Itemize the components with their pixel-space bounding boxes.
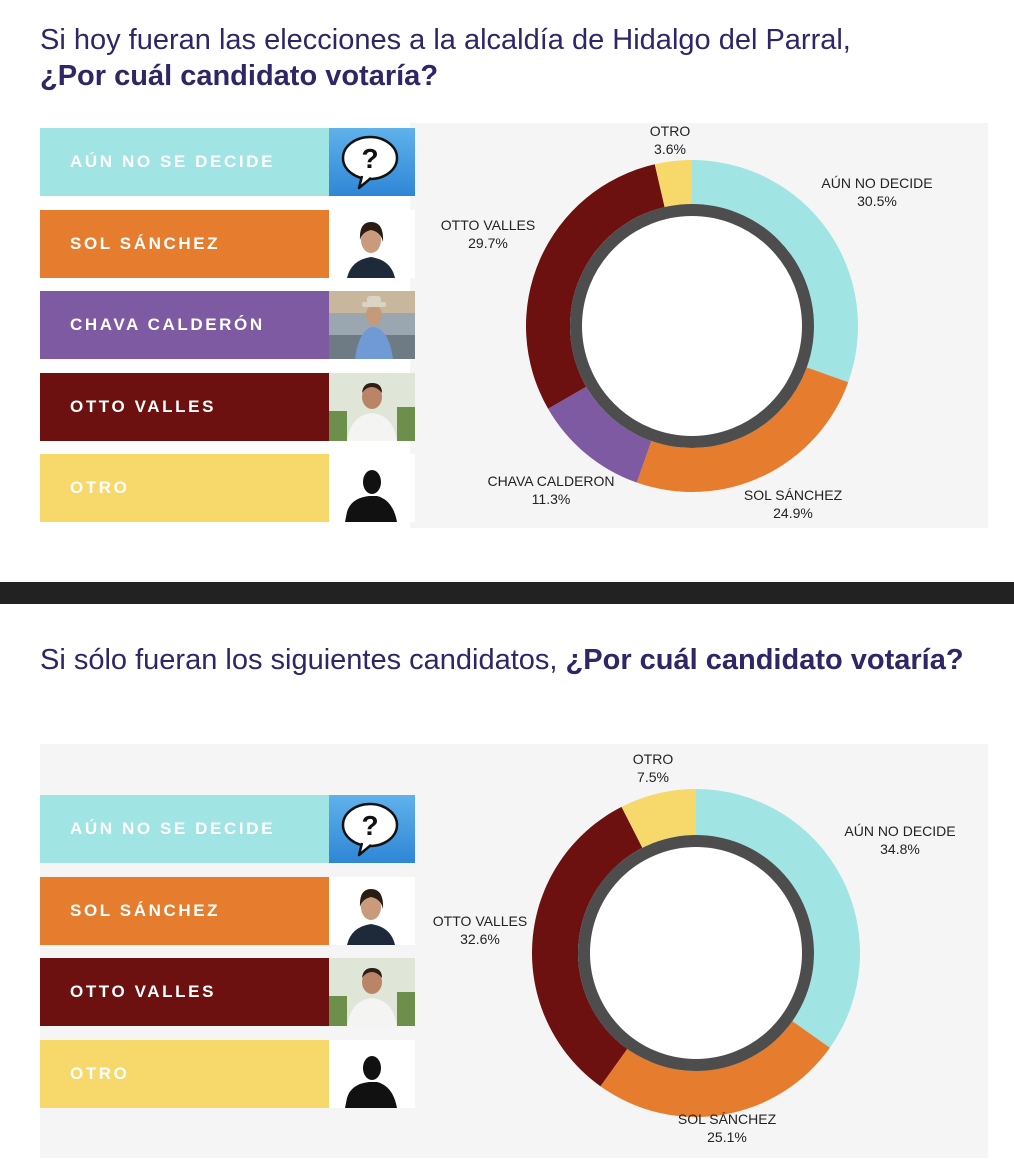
legend-label: OTRO	[70, 478, 130, 497]
legend-row: OTTO VALLES	[40, 372, 415, 441]
slice-label: SOL SÁNCHEZ 25.1%	[678, 1111, 777, 1145]
legend-label: AÚN NO SE DECIDE	[70, 819, 276, 838]
slice-label-value: 3.6%	[654, 141, 686, 157]
slice-label-value: 30.5%	[857, 193, 897, 209]
slice-label-value: 32.6%	[460, 931, 500, 947]
donut-slice	[600, 1021, 830, 1117]
legend-color-bar: CHAVA CALDERÓN	[40, 291, 329, 359]
slice-label: OTRO 3.6%	[650, 123, 691, 157]
slice-label-name: OTTO VALLES	[441, 217, 535, 233]
legend-color-bar: OTTO VALLES	[40, 372, 329, 441]
question-bubble-icon: ?	[329, 795, 415, 863]
section-1-title-plain: Si hoy fueran las elecciones a la alcald…	[40, 24, 851, 56]
slice-label-value: 29.7%	[468, 235, 508, 251]
legend-color-bar: OTRO	[40, 1039, 329, 1108]
slice-label: OTRO 7.5%	[633, 751, 674, 785]
candidate-photo-man-hat	[329, 291, 415, 359]
section-1-title: Si hoy fueran las elecciones a la alcald…	[40, 22, 980, 94]
section-2-title: Si sólo fueran los siguientes candidatos…	[40, 642, 980, 678]
slice-label-name: OTTO VALLES	[433, 913, 527, 929]
section-divider	[0, 582, 1014, 604]
legend-label: SOL SÁNCHEZ	[70, 900, 221, 920]
slice-label: CHAVA CALDERON 11.3%	[487, 473, 614, 507]
section-1-title-bold: ¿Por cuál candidato votaría?	[40, 60, 439, 92]
legend-color-bar: SOL SÁNCHEZ	[40, 876, 329, 945]
slice-label-name: SOL SÁNCHEZ	[678, 1111, 777, 1127]
slice-label: OTTO VALLES 29.7%	[441, 217, 535, 251]
donut-slice	[548, 386, 652, 483]
slice-label: OTTO VALLES 32.6%	[433, 913, 527, 947]
candidate-photo-woman	[329, 876, 415, 945]
donut-slice	[696, 789, 860, 1048]
donut-slice	[526, 164, 665, 409]
slice-label-name: AÚN NO DECIDE	[821, 175, 932, 191]
legend-label: OTTO VALLES	[70, 982, 217, 1001]
question-bubble-icon: ?	[329, 128, 415, 196]
section-1-chart-panel: AÚN NO DECIDE 30.5% SOL SÁNCHEZ 24.9% CHAVA …	[410, 123, 988, 528]
legend-row: OTTO VALLES	[40, 958, 415, 1026]
slice-label-value: 34.8%	[880, 841, 920, 857]
slice-label-value: 24.9%	[773, 505, 813, 521]
slice-label-value: 25.1%	[707, 1129, 747, 1145]
slice-label-name: CHAVA CALDERON	[487, 473, 614, 489]
donut-slice	[532, 806, 643, 1087]
legend-label: SOL SÁNCHEZ	[70, 233, 221, 253]
donut-inner-ring	[578, 835, 814, 1071]
legend-row: SOL SÁNCHEZ	[40, 209, 415, 278]
svg-text:?: ?	[361, 143, 378, 174]
slice-label-value: 7.5%	[637, 769, 669, 785]
candidate-photo-woman	[329, 209, 415, 278]
slice-label: SOL SÁNCHEZ 24.9%	[744, 487, 843, 521]
section-2-title-bold: ¿Por cuál candidato votaría?	[565, 644, 964, 676]
legend-row: CHAVA CALDERÓN	[40, 291, 415, 359]
slice-label-name: OTRO	[633, 751, 674, 767]
candidate-photo-man	[329, 372, 415, 441]
slice-label-name: AÚN NO DECIDE	[844, 823, 955, 839]
donut-slice	[654, 160, 692, 208]
legend-row: OTRO	[40, 454, 415, 522]
donut-slice	[621, 789, 696, 848]
silhouette-icon	[329, 454, 415, 522]
donut-inner-ring	[570, 204, 814, 448]
legend-row: SOL SÁNCHEZ	[40, 876, 415, 945]
legend-label: OTTO VALLES	[70, 396, 217, 416]
legend-row: OTRO	[40, 1039, 415, 1108]
donut-slice	[636, 367, 849, 492]
legend-row: AÚN NO SE DECIDE?	[40, 795, 415, 863]
legend-color-bar: OTTO VALLES	[40, 958, 329, 1026]
section-1-donut-chart: AÚN NO DECIDE 30.5% SOL SÁNCHEZ 24.9% CHAVA …	[441, 123, 933, 521]
slice-label-name: OTRO	[650, 123, 691, 139]
legend-color-bar: SOL SÁNCHEZ	[40, 209, 329, 278]
legend-label: OTRO	[70, 1063, 130, 1083]
section-2-title-plain: Si sólo fueran los siguientes candidatos…	[40, 644, 558, 676]
legend-label: AÚN NO SE DECIDE	[70, 152, 276, 171]
legend-label: CHAVA CALDERÓN	[70, 315, 265, 334]
slice-label-name: SOL SÁNCHEZ	[744, 487, 843, 503]
legend-color-bar: AÚN NO SE DECIDE	[40, 128, 329, 196]
section-2-donut-chart: AÚN NO DECIDE 34.8% SOL SÁNCHEZ 25.1% OTTO V…	[433, 751, 956, 1145]
slice-label: AÚN NO DECIDE 30.5%	[821, 175, 932, 209]
legend-color-bar: AÚN NO SE DECIDE	[40, 795, 329, 863]
slice-label-value: 11.3%	[532, 491, 571, 507]
candidate-photo-man	[329, 958, 415, 1026]
legend-color-bar: OTRO	[40, 454, 329, 522]
slice-label: AÚN NO DECIDE 34.8%	[844, 823, 955, 857]
silhouette-icon	[329, 1039, 415, 1108]
donut-slice	[692, 160, 858, 383]
legend-row: AÚN NO SE DECIDE?	[40, 128, 415, 196]
svg-text:?: ?	[361, 810, 378, 841]
